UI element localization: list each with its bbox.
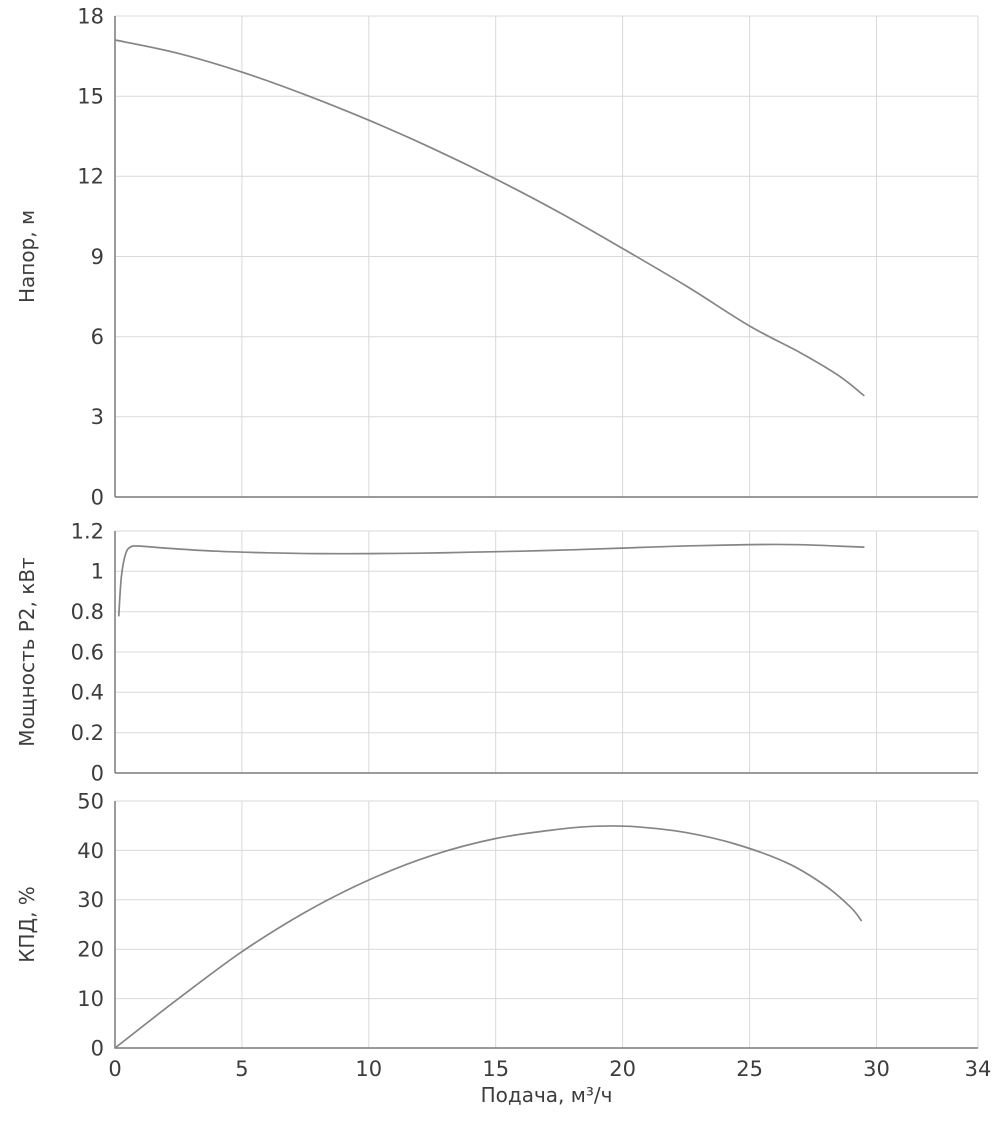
y-tick-label: 50 xyxy=(77,789,104,813)
power-curve xyxy=(117,543,865,617)
x-tick-label: 30 xyxy=(863,1057,890,1081)
x-tick-label: 0 xyxy=(108,1057,121,1081)
y-tick-label: 40 xyxy=(77,839,104,863)
y-tick-label: 9 xyxy=(91,245,104,269)
y-tick-label: 10 xyxy=(77,987,104,1011)
y-tick-label: 0.6 xyxy=(71,640,104,664)
y-tick-label: 0 xyxy=(91,1036,104,1060)
x-tick-label: 25 xyxy=(736,1057,763,1081)
x-tick-label: 20 xyxy=(609,1057,636,1081)
x-axis-title: Подача, м³/ч xyxy=(481,1083,613,1107)
y-axis-title: Мощность P2, кВт xyxy=(15,557,39,747)
y-axis-title: КПД, % xyxy=(15,886,39,963)
x-tick-label: 34 xyxy=(965,1057,992,1081)
y-tick-label: 20 xyxy=(77,938,104,962)
y-tick-label: 0 xyxy=(91,485,104,509)
x-tick-label: 15 xyxy=(482,1057,509,1081)
y-tick-label: 0.8 xyxy=(71,600,104,624)
x-tick-label: 10 xyxy=(355,1057,382,1081)
y-tick-label: 0.2 xyxy=(71,721,104,745)
y-tick-label: 18 xyxy=(77,4,104,28)
y-tick-label: 0 xyxy=(91,761,104,785)
y-tick-label: 3 xyxy=(91,405,104,429)
y-tick-label: 12 xyxy=(77,165,104,189)
y-tick-label: 1 xyxy=(91,560,104,584)
y-tick-label: 0.4 xyxy=(71,681,104,705)
x-tick-label: 5 xyxy=(235,1057,248,1081)
y-tick-label: 15 xyxy=(77,85,104,109)
y-tick-label: 1.2 xyxy=(71,519,104,543)
y-tick-label: 30 xyxy=(77,888,104,912)
head-curve xyxy=(114,39,865,397)
y-axis-title: Напор, м xyxy=(15,210,39,303)
y-tick-label: 6 xyxy=(91,325,104,349)
efficiency-curve xyxy=(114,825,863,1049)
